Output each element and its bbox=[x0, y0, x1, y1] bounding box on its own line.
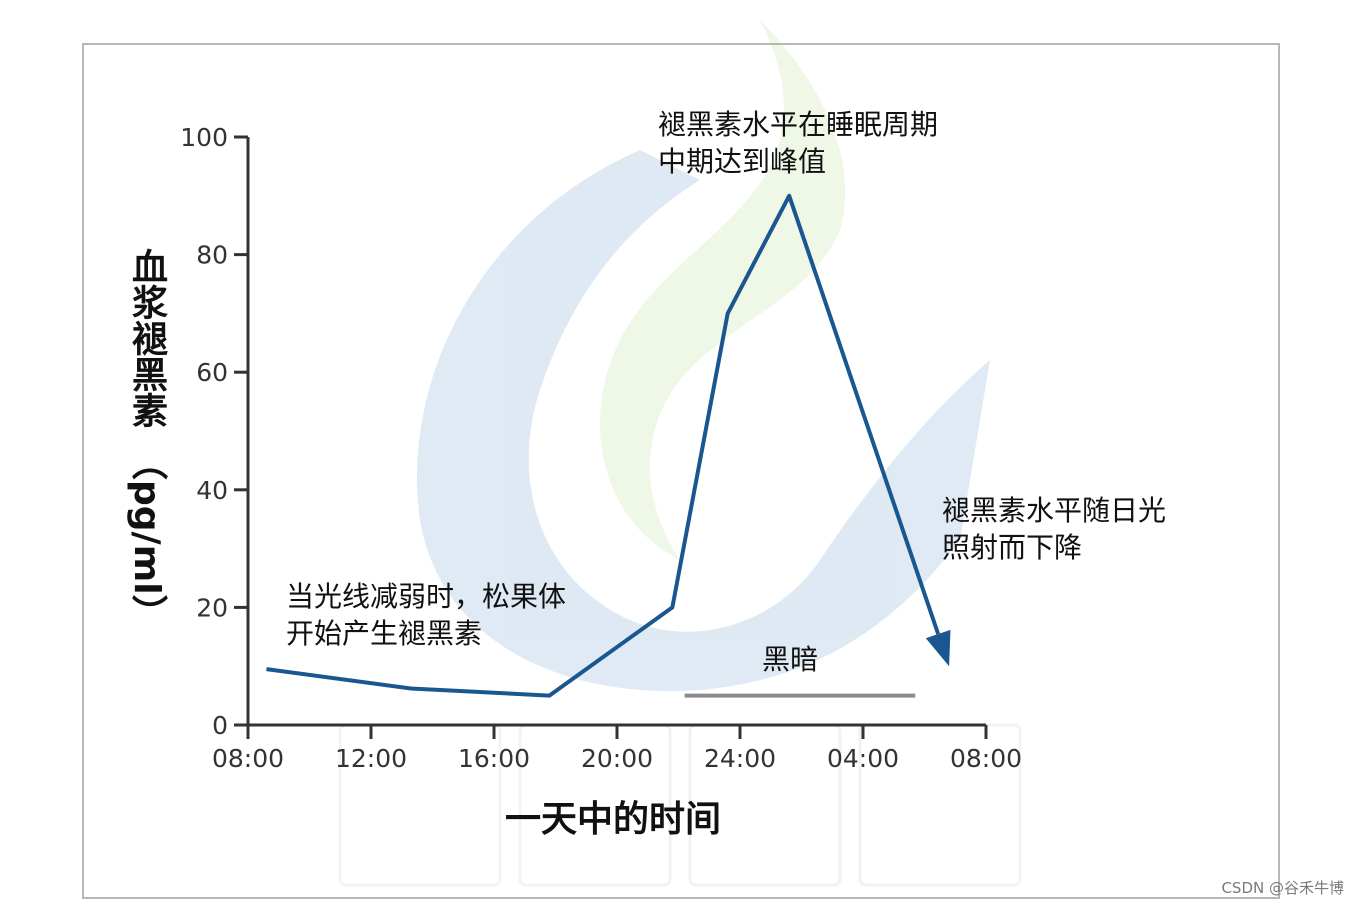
series-arrowhead-0 bbox=[925, 629, 951, 667]
annotation-onset-line-2: 开始产生褪黑素 bbox=[286, 617, 483, 650]
y-tick-label-40: 40 bbox=[196, 476, 228, 505]
annotation-peak-line-2: 中期达到峰值 bbox=[658, 145, 827, 178]
x-tick-label-0: 08:00 bbox=[212, 744, 284, 773]
y-axis-label: 血浆褪黑素 （pg/ml） bbox=[120, 248, 172, 631]
y-tick-label-80: 80 bbox=[196, 241, 228, 270]
y-axis-label-unit: （pg/ml） bbox=[126, 444, 167, 631]
chart-marks bbox=[266, 193, 951, 698]
x-tick-label-2: 16:00 bbox=[458, 744, 530, 773]
annotation-onset-line-1: 当光线减弱时，松果体 bbox=[286, 580, 567, 613]
annotation-peak-line-1: 褪黑素水平在睡眠周期 bbox=[658, 108, 939, 141]
x-tick-label-1: 12:00 bbox=[335, 744, 407, 773]
x-tick-label-6: 08:00 bbox=[950, 744, 1022, 773]
background-logo bbox=[416, 20, 990, 692]
y-axis-label-main: 血浆褪黑素 bbox=[126, 248, 167, 428]
annotation-decline-line-2: 照射而下降 bbox=[942, 531, 1083, 564]
annotation-decline-line-1: 褪黑素水平随日光 bbox=[942, 494, 1167, 527]
annotation-onset: 当光线减弱时，松果体 开始产生褪黑素 bbox=[286, 578, 566, 652]
y-tick-label-60: 60 bbox=[196, 358, 228, 387]
x-tick-label-3: 20:00 bbox=[581, 744, 653, 773]
x-tick-label-5: 04:00 bbox=[827, 744, 899, 773]
axes: 0 20 40 60 80 100 08:00 12:00 16:00 20:00 24:00 04:… bbox=[180, 123, 1022, 773]
source-watermark: CSDN @谷禾牛博 bbox=[1221, 879, 1344, 897]
y-tick-label-20: 20 bbox=[196, 593, 228, 622]
y-tick-label-100: 100 bbox=[180, 123, 228, 152]
dark-period-label: 黑暗 bbox=[762, 643, 819, 676]
annotation-decline: 褪黑素水平随日光 照射而下降 bbox=[942, 492, 1166, 566]
x-tick-label-4: 24:00 bbox=[704, 744, 776, 773]
series-line-0 bbox=[266, 193, 941, 698]
annotation-peak: 褪黑素水平在睡眠周期 中期达到峰值 bbox=[658, 106, 938, 180]
y-tick-label-0: 0 bbox=[212, 711, 228, 740]
x-axis-label: 一天中的时间 bbox=[505, 799, 722, 840]
chart-frame bbox=[82, 43, 1280, 899]
